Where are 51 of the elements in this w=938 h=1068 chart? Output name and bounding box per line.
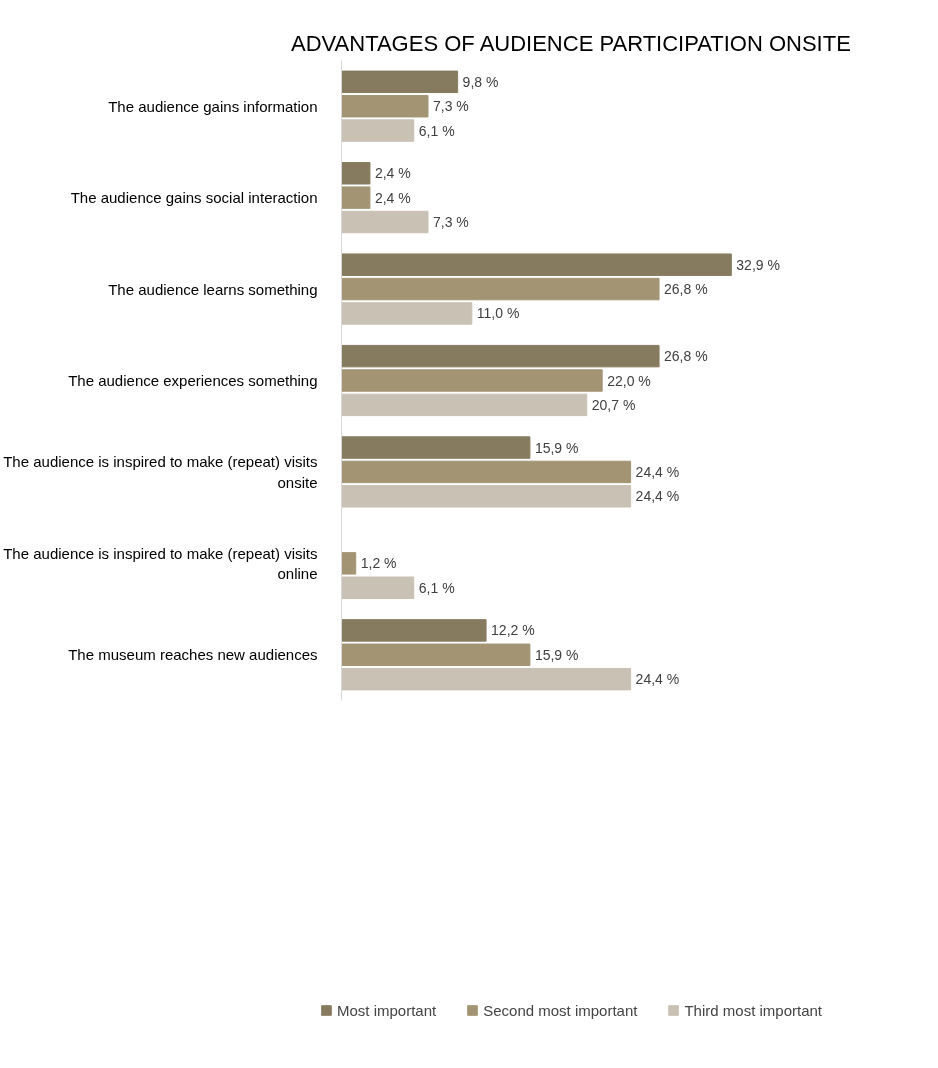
bar <box>341 344 660 368</box>
bar <box>341 369 603 392</box>
data-label: 7,3 % <box>433 214 469 231</box>
y-tick-label: The museum reaches new audiences <box>68 646 318 664</box>
data-label: 7,3 % <box>433 98 469 115</box>
legend-label: Most important <box>337 1001 437 1019</box>
bar <box>341 119 415 142</box>
bar <box>341 552 357 575</box>
legend-label: Third most important <box>684 1001 822 1019</box>
bar <box>341 576 415 599</box>
data-label: 24,4 % <box>635 463 680 480</box>
data-label: 2,4 % <box>374 189 411 206</box>
data-label: 24,4 % <box>635 488 680 505</box>
y-tick-label: The audience gains information <box>108 97 318 115</box>
y-tick-label: The audience is inspired to make (repeat) visits online <box>3 544 318 583</box>
bar <box>341 485 632 508</box>
data-label: 26,8 % <box>664 281 708 298</box>
data-label: 6,1 % <box>418 122 455 139</box>
bar <box>341 277 660 301</box>
y-tick-label: The audience experiences something <box>68 372 318 389</box>
chart-title: ADVANTAGES OF AUDIENCE PARTICIPATION ONSITE <box>290 30 851 56</box>
data-label: 1,2 % <box>360 555 397 572</box>
bar <box>341 619 487 642</box>
bar <box>341 210 429 234</box>
data-label: 20,7 % <box>591 396 636 413</box>
y-tick-label: The audience learns something <box>108 280 318 298</box>
data-label: 15,9 % <box>534 439 579 456</box>
bar <box>341 186 371 209</box>
bar <box>341 460 632 484</box>
bar <box>341 70 459 94</box>
data-label: 24,4 % <box>635 671 680 688</box>
data-label: 6,1 % <box>418 579 455 596</box>
legend-label: Second most important <box>483 1001 638 1019</box>
bar <box>341 253 732 276</box>
data-label: 11,0 % <box>476 305 520 322</box>
data-label: 2,4 % <box>374 165 411 182</box>
y-tick-label: The audience is inspired to make (repeat) visits onsite <box>3 453 318 491</box>
bar <box>341 302 473 325</box>
bar <box>341 94 429 118</box>
data-label: 26,8 % <box>664 348 708 365</box>
bar <box>341 643 531 667</box>
data-label: 15,9 % <box>534 646 579 663</box>
bar <box>341 162 371 185</box>
data-label: 22,0 % <box>607 372 651 389</box>
data-label: 12,2 % <box>491 622 535 639</box>
y-tick-label: The audience gains social interaction <box>70 189 318 207</box>
bar <box>341 393 588 417</box>
data-label: 9,8 % <box>462 73 499 90</box>
bar <box>341 436 531 459</box>
data-label: 32,9 % <box>736 256 780 273</box>
bar <box>341 667 632 691</box>
